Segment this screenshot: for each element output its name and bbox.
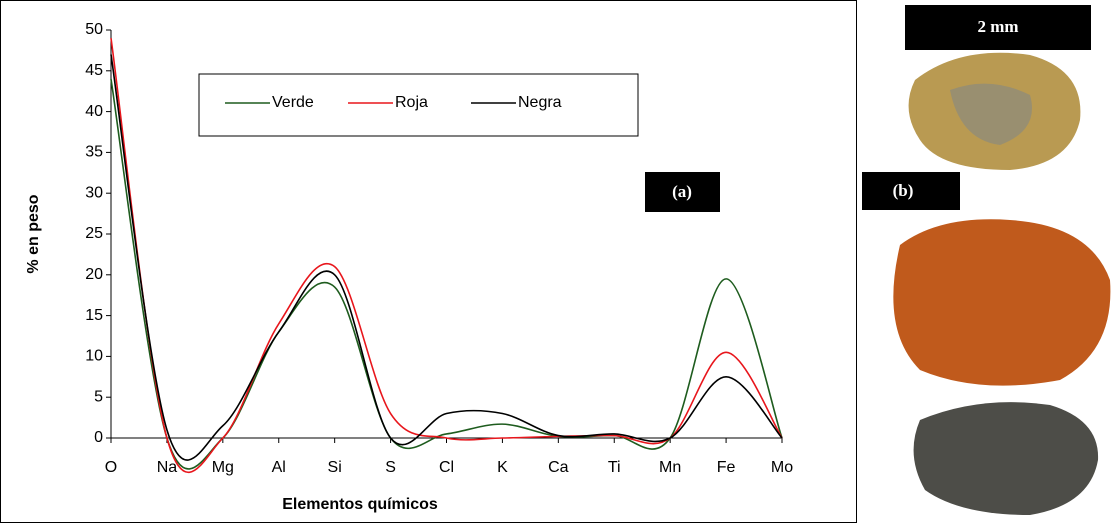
x-tick-label: Ti [608, 459, 621, 476]
y-tick-label: 25 [85, 225, 103, 242]
y-tick-label: 35 [85, 144, 103, 161]
legend-label: Roja [395, 94, 428, 111]
x-tick-label: Mn [659, 459, 681, 476]
annotation-box [645, 172, 720, 212]
photo-roja [893, 219, 1111, 386]
legend-label: Verde [272, 94, 314, 111]
x-tick-label: Mg [212, 459, 234, 476]
x-tick-label: Si [328, 459, 342, 476]
x-tick-label: Na [157, 459, 178, 476]
photo-negra [913, 402, 1099, 515]
annotation-box [905, 5, 1091, 50]
annotation: (a) [672, 182, 692, 201]
y-tick-label: 45 [85, 62, 103, 79]
x-tick-label: Mo [771, 459, 793, 476]
annotation: 2 mm [977, 17, 1018, 36]
y-axis-label: % en peso [25, 194, 42, 273]
x-tick-label: Ca [548, 459, 569, 476]
x-tick-label: Cl [439, 459, 454, 476]
x-tick-label: O [105, 459, 117, 476]
y-tick-label: 15 [85, 307, 103, 324]
y-tick-label: 50 [85, 21, 103, 38]
y-tick-label: 10 [85, 348, 103, 365]
line-series [110, 78, 783, 470]
legend-label: Negra [518, 94, 562, 111]
x-tick-label: Al [272, 459, 286, 476]
annotation: (b) [893, 181, 914, 200]
y-tick-label: 0 [94, 429, 103, 446]
y-tick-label: 20 [85, 266, 103, 283]
legend-box [198, 73, 639, 137]
y-tick-label: 40 [85, 103, 103, 120]
photo-detail [950, 83, 1032, 145]
x-tick-label: K [497, 459, 508, 476]
y-tick-label: 30 [85, 184, 103, 201]
annotation-box [862, 172, 960, 210]
line-series [110, 54, 783, 461]
x-tick-label: Fe [717, 459, 736, 476]
y-tick-label: 5 [94, 388, 103, 405]
x-tick-label: S [385, 459, 396, 476]
x-axis-label: Elementos químicos [282, 496, 438, 513]
